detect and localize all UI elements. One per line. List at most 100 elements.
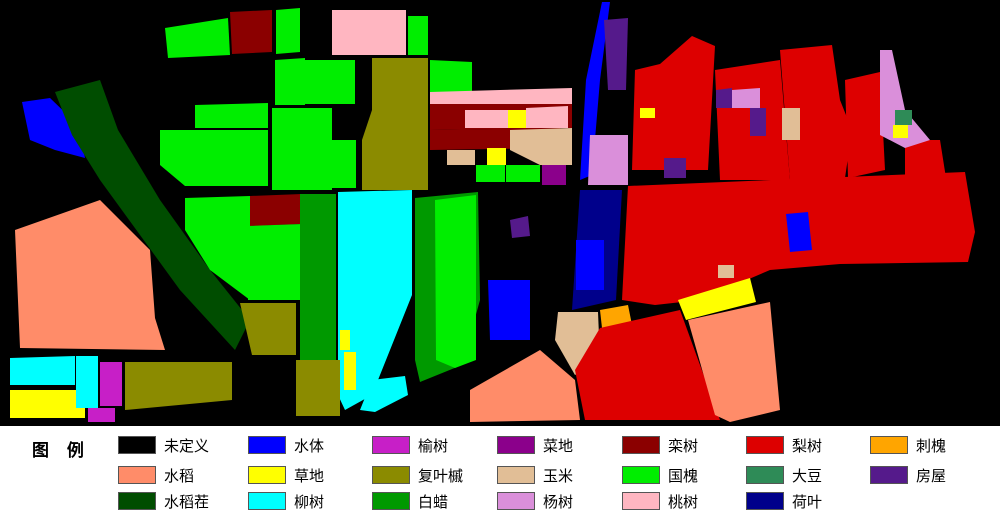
parcel-willow [360, 376, 408, 412]
parcel-koelreuteria [230, 10, 272, 54]
legend-label-grass: 草地 [294, 466, 325, 485]
parcel-grass [508, 110, 526, 128]
parcel-pear [845, 72, 885, 178]
parcel-sophora [476, 165, 505, 182]
parcel-poplar [588, 135, 628, 185]
legend-label-rice: 水稻 [164, 466, 195, 485]
parcel-sophora [276, 8, 300, 54]
legend-swatch-peach [622, 492, 660, 510]
legend-swatch-soybean [746, 466, 784, 484]
legend-item-koelreuteria: 栾树 [622, 434, 698, 456]
parcel-pear [905, 140, 946, 178]
parcel-pear [632, 36, 715, 170]
parcel-grass [340, 330, 350, 350]
legend-swatch-lotus [746, 492, 784, 510]
parcel-water [22, 98, 85, 158]
parcel-pear [780, 45, 852, 180]
legend-item-house: 房屋 [870, 464, 946, 486]
parcel-boxelder [296, 360, 340, 416]
parcel-corn [718, 265, 734, 278]
parcel-willow [76, 356, 98, 408]
parcel-house [716, 88, 732, 108]
legend-label-lotus: 荷叶 [792, 492, 823, 511]
legend-item-water: 水体 [248, 434, 324, 456]
parcel-elm [100, 362, 122, 406]
legend-label-poplar: 杨树 [543, 492, 574, 511]
legend-item-sophora: 国槐 [622, 464, 698, 486]
legend-item-elm: 榆树 [372, 434, 448, 456]
legend-item-willow: 柳树 [248, 490, 324, 512]
legend-label-vegetable: 菜地 [543, 436, 574, 455]
legend-swatch-boxelder [372, 466, 410, 484]
parcel-sophora [272, 108, 332, 190]
legend-swatch-vegetable [497, 436, 535, 454]
legend-item-soybean: 大豆 [746, 464, 822, 486]
legend-item-boxelder: 复叶槭 [372, 464, 463, 486]
parcel-sophora [435, 195, 476, 368]
parcel-corn [510, 128, 572, 165]
legend-item-pear: 梨树 [746, 434, 822, 456]
parcel-sophora [160, 130, 268, 186]
parcel-soybean [895, 110, 912, 125]
legend-item-ash: 白蜡 [372, 490, 448, 512]
parcel-corn [447, 150, 475, 165]
parcel-water [488, 280, 530, 340]
legend-item-rice: 水稻 [118, 464, 194, 486]
legend-label-undefined: 未定义 [164, 436, 210, 455]
legend-label-sophora: 国槐 [668, 466, 699, 485]
legend-swatch-ash [372, 492, 410, 510]
parcel-grass [640, 108, 655, 118]
parcel-locust [600, 305, 632, 328]
river-channel [580, 2, 610, 180]
parcel-grass [344, 352, 356, 390]
legend-label-water: 水体 [294, 436, 325, 455]
parcel-poplar [880, 50, 930, 148]
legend-label-house: 房屋 [916, 466, 947, 485]
parcel-rice [688, 302, 780, 422]
legend-swatch-pear [746, 436, 784, 454]
legend-swatch-corn [497, 466, 535, 484]
legend-title: 图 例 [32, 441, 90, 461]
parcel-sophora [165, 18, 230, 58]
legend-swatch-rice [118, 466, 156, 484]
legend-swatch-grass [248, 466, 286, 484]
parcel-sophora [332, 140, 356, 188]
legend-label-peach: 桃树 [668, 492, 699, 511]
legend-swatch-house [870, 466, 908, 484]
legend-item-undefined: 未定义 [118, 434, 209, 456]
legend-label-pear: 梨树 [792, 436, 823, 455]
legend-item-poplar: 杨树 [497, 490, 573, 512]
parcel-grass [893, 125, 908, 138]
legend-label-rice-stubble: 水稻茬 [164, 492, 210, 511]
parcel-koelreuteria [250, 194, 302, 226]
legend-item-lotus: 荷叶 [746, 490, 822, 512]
legend-swatch-sophora [622, 466, 660, 484]
legend-swatch-poplar [497, 492, 535, 510]
parcel-sophora [185, 196, 250, 300]
legend-swatch-locust [870, 436, 908, 454]
parcel-peach [526, 106, 568, 128]
parcel-corn [782, 108, 800, 140]
legend-item-locust: 刺槐 [870, 434, 946, 456]
parcel-poplar [732, 88, 760, 108]
parcel-boxelder [125, 362, 232, 410]
legend: 图 例 未定义 水稻 水稻茬 水体 草地 柳树 榆树 复叶槭 白蜡 菜地 玉米 杨树 栾树 国槐 桃树 梨树大… [0, 426, 1000, 518]
legend-label-soybean: 大豆 [792, 466, 823, 485]
parcel-grass [487, 148, 506, 165]
legend-swatch-koelreuteria [622, 436, 660, 454]
parcel-boxelder [240, 303, 296, 355]
legend-item-rice-stubble: 水稻茬 [118, 490, 209, 512]
legend-swatch-willow [248, 492, 286, 510]
parcel-house [604, 18, 628, 90]
parcel-sophora [305, 60, 355, 104]
parcel-boxelder [362, 58, 428, 190]
legend-item-vegetable: 菜地 [497, 434, 573, 456]
parcel-rice [15, 200, 165, 350]
parcel-sophora [408, 16, 428, 55]
parcel-water [576, 240, 604, 290]
parcel-peach [430, 88, 572, 104]
legend-item-grass: 草地 [248, 464, 324, 486]
parcel-house [750, 108, 766, 136]
parcel-peach [332, 10, 406, 55]
parcel-willow [10, 356, 75, 385]
